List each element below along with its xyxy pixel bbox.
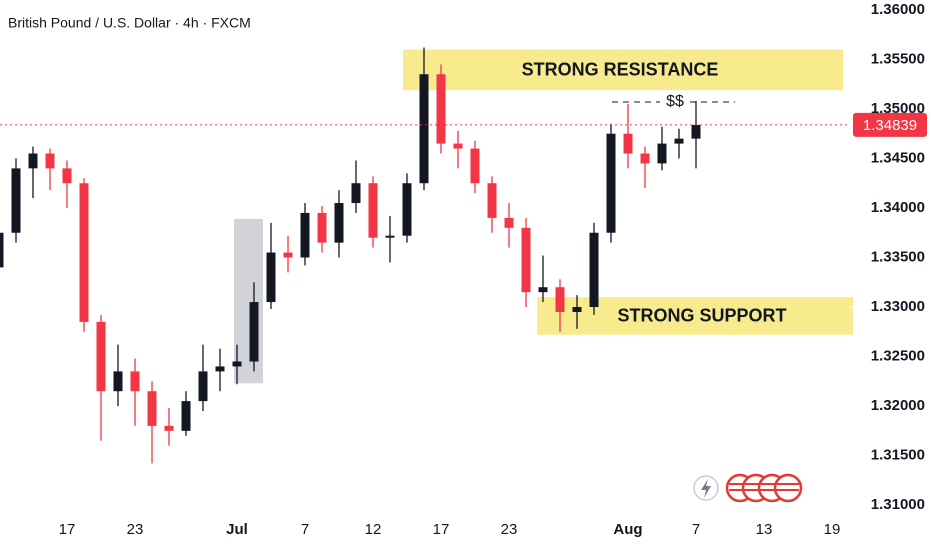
- x-tick-label: Jul: [226, 521, 248, 538]
- candle-body: [45, 153, 55, 169]
- candle-body: [266, 252, 276, 303]
- candle-body: [79, 183, 89, 322]
- y-tick-label: 1.36000: [871, 1, 925, 18]
- y-tick-label: 1.33500: [871, 248, 925, 265]
- candle-body: [436, 74, 446, 144]
- x-tick-label: 7: [692, 521, 700, 538]
- x-tick-label: 7: [301, 521, 309, 538]
- candle-body: [487, 183, 497, 218]
- last-price-box: [853, 112, 927, 137]
- candle-body: [589, 232, 599, 308]
- x-tick-label: Aug: [613, 521, 642, 538]
- candle-body: [283, 252, 293, 258]
- candle-body: [623, 133, 633, 154]
- candle-body: [351, 183, 361, 204]
- candle-body: [674, 138, 684, 144]
- y-tick-label: 1.35500: [871, 50, 925, 67]
- candle-body: [0, 232, 4, 268]
- candle-body: [368, 183, 378, 238]
- candle-body: [572, 307, 582, 312]
- zone-box: [403, 49, 843, 91]
- x-tick-label: 13: [756, 521, 773, 538]
- candle-body: [521, 227, 531, 293]
- candle-body: [419, 74, 429, 184]
- x-tick-label: 12: [365, 521, 382, 538]
- candle-body: [232, 361, 242, 367]
- candle-body: [453, 143, 463, 149]
- candle-body: [96, 321, 106, 392]
- candle-body: [691, 124, 701, 139]
- last-price-label: 1.34839: [863, 117, 917, 134]
- x-tick-label: 23: [501, 521, 518, 538]
- candle-body: [249, 302, 259, 362]
- chart-title: British Pound / U.S. Dollar · 4h · FXCM: [8, 15, 251, 31]
- candle-body: [181, 401, 191, 431]
- y-tick-label: 1.35000: [871, 100, 925, 117]
- candle-body: [504, 217, 514, 228]
- candle-body: [300, 212, 310, 258]
- x-tick-label: 19: [824, 521, 841, 538]
- candle-body: [215, 366, 225, 372]
- y-tick-label: 1.31000: [871, 496, 925, 513]
- candle-body: [402, 183, 412, 236]
- y-tick-label: 1.34500: [871, 149, 925, 166]
- candle-body: [198, 371, 208, 402]
- candle-body: [385, 235, 395, 238]
- candle-body: [11, 168, 21, 233]
- zone-label: STRONG RESISTANCE: [522, 60, 719, 80]
- x-tick-label: 17: [59, 521, 76, 538]
- icon: [701, 479, 711, 498]
- candle-body: [606, 133, 616, 233]
- candle-body: [130, 371, 140, 392]
- candle-body: [147, 391, 157, 426]
- y-tick-label: 1.31500: [871, 447, 925, 464]
- y-tick-label: 1.32000: [871, 397, 925, 414]
- candle-body: [113, 371, 123, 392]
- candle-body: [28, 153, 38, 169]
- x-tick-label: 23: [127, 521, 144, 538]
- y-tick-label: 1.32500: [871, 348, 925, 365]
- candle-body: [317, 212, 327, 243]
- candle-body: [62, 168, 72, 184]
- x-tick-label: 17: [433, 521, 450, 538]
- candle-body: [470, 148, 480, 184]
- flag-stripes: [729, 483, 799, 491]
- zone-label: STRONG SUPPORT: [617, 306, 786, 326]
- candle-body: [334, 203, 344, 243]
- candle-body: [640, 153, 650, 164]
- candle-body: [164, 425, 174, 431]
- flag-icon: [773, 473, 803, 503]
- icons: [693, 473, 803, 503]
- level-label: $$: [666, 93, 684, 110]
- candle-body: [538, 287, 548, 293]
- y-tick-label: 1.33000: [871, 298, 925, 315]
- candle-body: [555, 287, 565, 312]
- candle-body: [657, 143, 667, 164]
- y-tick-label: 1.34000: [871, 199, 925, 216]
- highlight-box: [234, 218, 263, 384]
